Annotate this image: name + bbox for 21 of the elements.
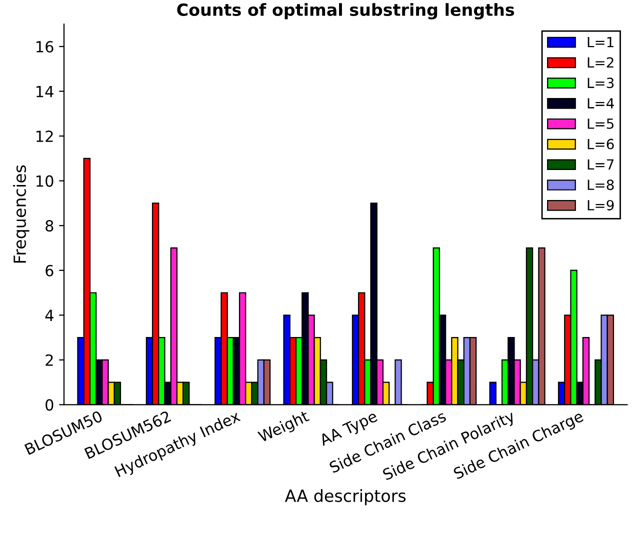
y-tick-label: 2: [46, 354, 53, 366]
y-tick-label: 16: [36, 40, 54, 53]
y-tick-label: 6: [46, 264, 54, 276]
y-tick-label: 4: [45, 310, 54, 321]
legend-label: L=8: [588, 180, 614, 190]
legend-label: L=3: [588, 78, 614, 88]
y-tick-label: 0: [46, 399, 54, 411]
legend-label: L=4: [588, 98, 614, 108]
legend-label: L=6: [588, 138, 614, 150]
legend-label: L=7: [588, 159, 614, 170]
y-tick-label: 10: [36, 175, 54, 187]
y-tick-label: 8: [46, 220, 54, 232]
legend-label: L=5: [588, 118, 614, 129]
y-axis-title: Frequencies: [13, 165, 30, 263]
legend-label: L=9: [588, 200, 614, 210]
y-tick-label: 14: [36, 86, 54, 98]
chart-title: Counts of optimal substring lengths: [177, 3, 514, 20]
legend-label: L=1: [588, 37, 614, 48]
y-tick-label: 12: [36, 130, 53, 142]
legend-label: L=2: [588, 57, 614, 68]
x-axis-title: AA descriptors: [284, 489, 406, 506]
